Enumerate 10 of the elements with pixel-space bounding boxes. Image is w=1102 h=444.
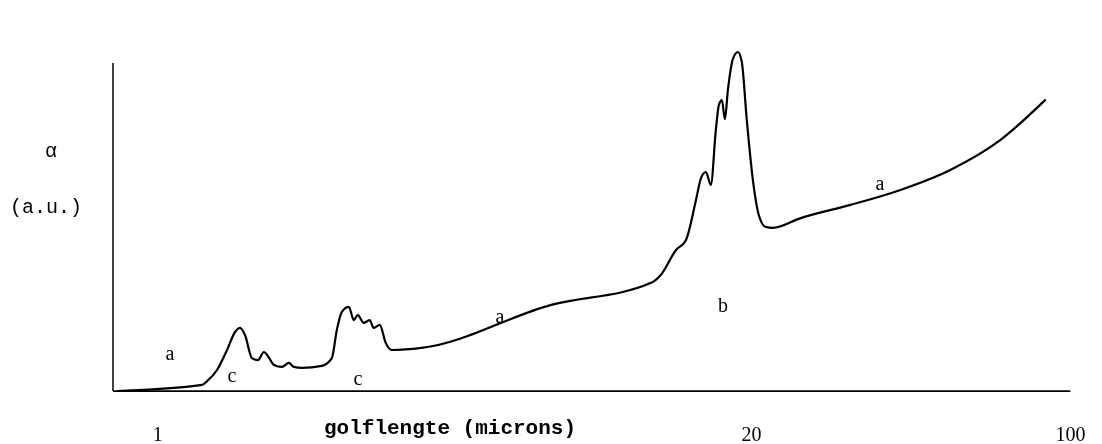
x-tick-label: 1	[152, 423, 163, 444]
annotation: a	[875, 171, 885, 194]
x-axis-title: golflengte (microns)	[323, 417, 577, 440]
annotation: a	[165, 341, 175, 364]
annotation: b	[718, 293, 728, 316]
x-tick-label: 20	[741, 423, 762, 444]
annotation: c	[353, 366, 363, 389]
x-tick-label: 100	[1055, 423, 1086, 444]
annotation: c	[227, 363, 237, 386]
text: α (a.u.)	[10, 140, 83, 219]
